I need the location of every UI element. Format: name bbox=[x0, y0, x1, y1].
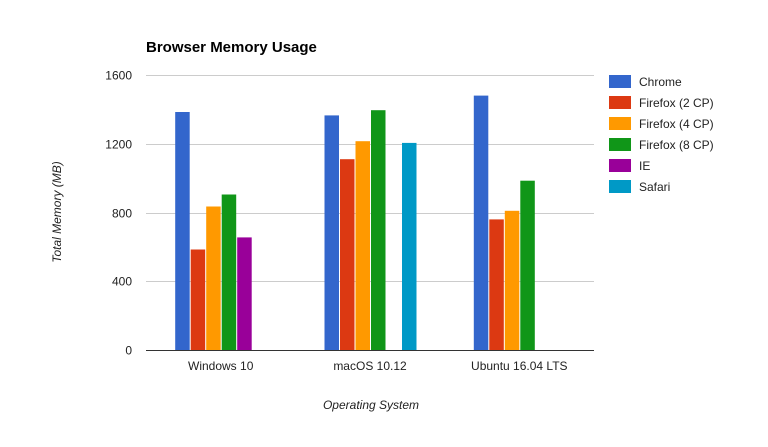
bar-firefox-8-cp-ubuntu-16-04-lts bbox=[520, 180, 535, 350]
legend-label: Firefox (2 CP) bbox=[639, 96, 714, 110]
legend: Chrome Firefox (2 CP) Firefox (4 CP) Firefo… bbox=[609, 75, 714, 194]
legend-label: Firefox (4 CP) bbox=[639, 117, 714, 131]
legend-swatch bbox=[609, 96, 631, 109]
bar-firefox-8-cp-windows-10 bbox=[221, 194, 237, 350]
y-tick-label: 800 bbox=[112, 207, 132, 221]
legend-swatch bbox=[609, 117, 631, 130]
legend-swatch bbox=[609, 75, 631, 88]
legend-swatch bbox=[609, 180, 631, 193]
bars bbox=[146, 95, 594, 351]
y-tick-label: 0 bbox=[125, 344, 132, 358]
bar-firefox-2-cp-windows-10 bbox=[190, 249, 206, 350]
x-tick-label: Ubuntu 16.04 LTS bbox=[471, 359, 568, 373]
x-tick-label: macOS 10.12 bbox=[333, 359, 407, 373]
y-tick-label: 400 bbox=[112, 275, 132, 289]
bar-chrome-ubuntu-16-04-lts bbox=[473, 95, 489, 350]
legend-label: Firefox (8 CP) bbox=[639, 138, 714, 152]
x-tick-label: Windows 10 bbox=[188, 359, 254, 373]
bar-firefox-2-cp-macos-10-12 bbox=[340, 159, 355, 350]
legend-label: Chrome bbox=[639, 75, 682, 89]
bar-firefox-4-cp-macos-10-12 bbox=[355, 141, 370, 350]
legend-label: Safari bbox=[639, 180, 670, 194]
legend-swatch bbox=[609, 138, 631, 151]
chart-title: Browser Memory Usage bbox=[146, 39, 317, 56]
legend-swatch bbox=[609, 159, 631, 172]
y-tick-labels: 0 400 800 1200 1600 bbox=[105, 69, 132, 358]
legend-label: IE bbox=[639, 159, 650, 173]
y-axis-label: Total Memory (MB) bbox=[50, 161, 64, 263]
bar-ie-windows-10 bbox=[237, 237, 252, 350]
y-tick-label: 1600 bbox=[105, 69, 132, 83]
x-tick-labels: Windows 10 macOS 10.12 Ubuntu 16.04 LTS bbox=[188, 359, 568, 373]
bar-safari-macos-10-12 bbox=[402, 142, 417, 350]
bar-firefox-2-cp-ubuntu-16-04-lts bbox=[489, 219, 504, 350]
x-axis-label: Operating System bbox=[323, 398, 419, 412]
bar-chrome-windows-10 bbox=[175, 112, 190, 350]
bar-firefox-4-cp-windows-10 bbox=[206, 206, 221, 350]
bar-firefox-4-cp-ubuntu-16-04-lts bbox=[504, 210, 520, 350]
bar-chrome-macos-10-12 bbox=[324, 115, 339, 351]
bar-firefox-8-cp-macos-10-12 bbox=[371, 110, 386, 350]
y-tick-label: 1200 bbox=[105, 138, 132, 152]
